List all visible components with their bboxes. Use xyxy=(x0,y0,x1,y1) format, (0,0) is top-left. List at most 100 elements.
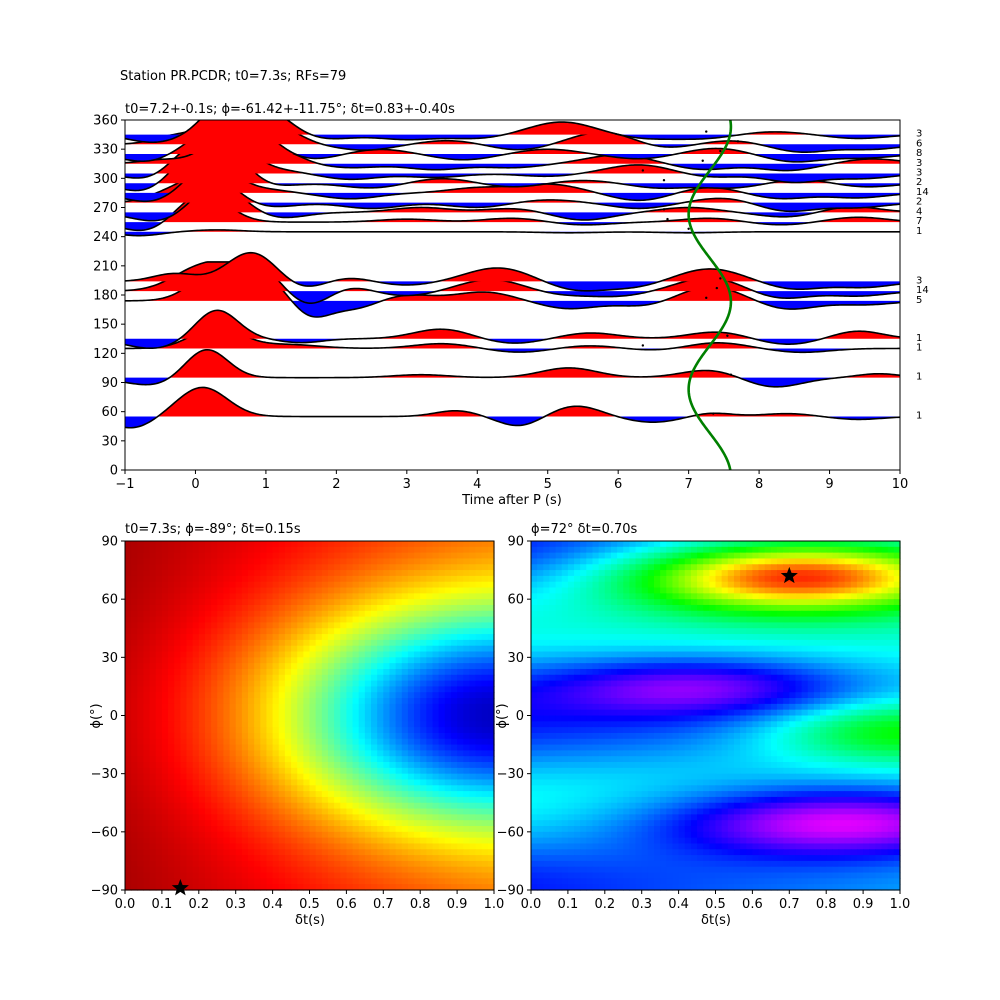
heatmap-cell xyxy=(143,802,151,810)
heatmap-cell xyxy=(149,738,157,746)
heatmap-cell xyxy=(334,581,341,589)
heatmap-cell xyxy=(469,855,477,862)
rf-trace-dot xyxy=(736,140,740,143)
heatmap-cell xyxy=(463,599,470,606)
rf-trace-dot xyxy=(641,169,645,172)
heatmap-cell xyxy=(174,622,181,629)
heatmap-cell xyxy=(629,645,637,653)
heatmap-cell xyxy=(137,570,145,577)
heatmap-cell xyxy=(438,686,446,693)
heatmap-cell xyxy=(377,843,384,850)
heatmap-cell xyxy=(617,570,624,577)
heatmap-cell xyxy=(389,552,397,560)
heatmap-cell xyxy=(327,837,335,845)
heatmap-cell xyxy=(192,860,200,868)
heatmap-cell xyxy=(340,808,347,815)
heatmap-cell xyxy=(321,680,329,688)
heatmap-cell xyxy=(155,604,163,612)
heatmap-cell xyxy=(401,738,409,746)
heatmap-cell xyxy=(229,628,237,635)
heatmap-cell xyxy=(850,541,858,548)
heatmap-cell xyxy=(174,727,181,734)
heatmap-cell xyxy=(469,680,477,688)
heatmap-cell xyxy=(684,570,692,577)
heatmap-cell xyxy=(149,698,157,705)
heatmap-cell xyxy=(272,651,280,658)
heatmap-cell xyxy=(125,738,132,746)
heatmap-cell xyxy=(764,575,772,583)
heatmap-cell xyxy=(377,703,384,711)
heatmap-cell xyxy=(444,785,452,792)
heatmap-cell xyxy=(807,645,815,653)
heatmap-cell xyxy=(321,762,329,769)
heatmap-cell xyxy=(555,546,563,554)
heatmap-cell xyxy=(284,674,292,682)
heatmap-cell xyxy=(881,546,889,554)
heatmap-cell xyxy=(143,878,151,885)
rf-trace-dot xyxy=(719,277,722,280)
heatmap-cell xyxy=(303,680,311,688)
heatmap-cell xyxy=(863,616,870,624)
heatmap-cell xyxy=(186,855,194,862)
heatmap-cell xyxy=(223,570,231,577)
rf-trace-baz-95 xyxy=(125,348,900,388)
heatmap-cell xyxy=(690,616,698,624)
heatmap-cell xyxy=(155,721,163,728)
heatmap-cell xyxy=(180,849,188,856)
heatmap-cell xyxy=(315,604,323,612)
heatmap-cell xyxy=(371,878,378,885)
heatmap-cell xyxy=(284,738,292,746)
heatmap-cell xyxy=(168,558,175,565)
heatmap-cell xyxy=(352,645,360,653)
heatmap-cell xyxy=(832,546,840,554)
heatmap-cell xyxy=(432,831,440,839)
heatmap-cell xyxy=(161,849,169,856)
heatmap-cell xyxy=(660,570,667,577)
heatmap-cell xyxy=(617,639,624,647)
heatmap-cell xyxy=(438,663,446,670)
heatmap-cell xyxy=(278,826,286,833)
heatmap-cell xyxy=(377,802,384,810)
heatmap-cell xyxy=(820,604,827,612)
heatmap-cell xyxy=(143,634,151,641)
rf-trace-positive-fill xyxy=(125,349,900,378)
heatmap-cell xyxy=(420,878,427,885)
heatmap-cell xyxy=(229,703,237,711)
heatmap-cell xyxy=(260,849,268,856)
heatmap-cell xyxy=(531,541,538,548)
heatmap-cell xyxy=(697,546,704,554)
heatmap-cell xyxy=(826,622,833,629)
heatmap-cell xyxy=(703,593,710,600)
heatmap-cell xyxy=(303,866,311,874)
heatmap-cell xyxy=(414,779,421,786)
heatmap-cell xyxy=(315,715,323,722)
heatmap-cell xyxy=(254,750,261,757)
heatmap-cell xyxy=(284,866,292,874)
heatmap-cell xyxy=(352,732,360,740)
heatmap-cell xyxy=(383,802,391,810)
heatmap-cell xyxy=(155,767,163,775)
heatmap-cell xyxy=(813,593,821,600)
heatmap-cell xyxy=(893,599,901,606)
heatmap-cell xyxy=(125,651,132,658)
heatmap-cell xyxy=(309,808,317,815)
rf-ytick-label: 270 xyxy=(93,201,118,216)
heatmap-cell xyxy=(291,546,298,554)
heatmap-cell xyxy=(580,593,587,600)
heatmap-cell xyxy=(635,645,643,653)
heatmap-cell xyxy=(389,709,397,717)
heatmap-cell xyxy=(198,541,206,548)
heatmap-cell xyxy=(752,593,760,600)
heatmap-cell xyxy=(666,564,674,571)
rf-trace-negative-fill xyxy=(125,416,900,428)
heatmap-cell xyxy=(235,622,243,629)
heatmap-cell xyxy=(266,674,274,682)
heatmap-cell xyxy=(733,610,741,618)
heatmap-cell xyxy=(131,622,138,629)
heatmap-cell xyxy=(371,721,378,728)
heatmap-cell xyxy=(217,686,224,693)
heatmap-cell xyxy=(278,750,286,757)
heatmap-cell xyxy=(641,604,649,612)
heatmap-cell xyxy=(549,541,557,548)
heatmap-cell xyxy=(198,698,206,705)
